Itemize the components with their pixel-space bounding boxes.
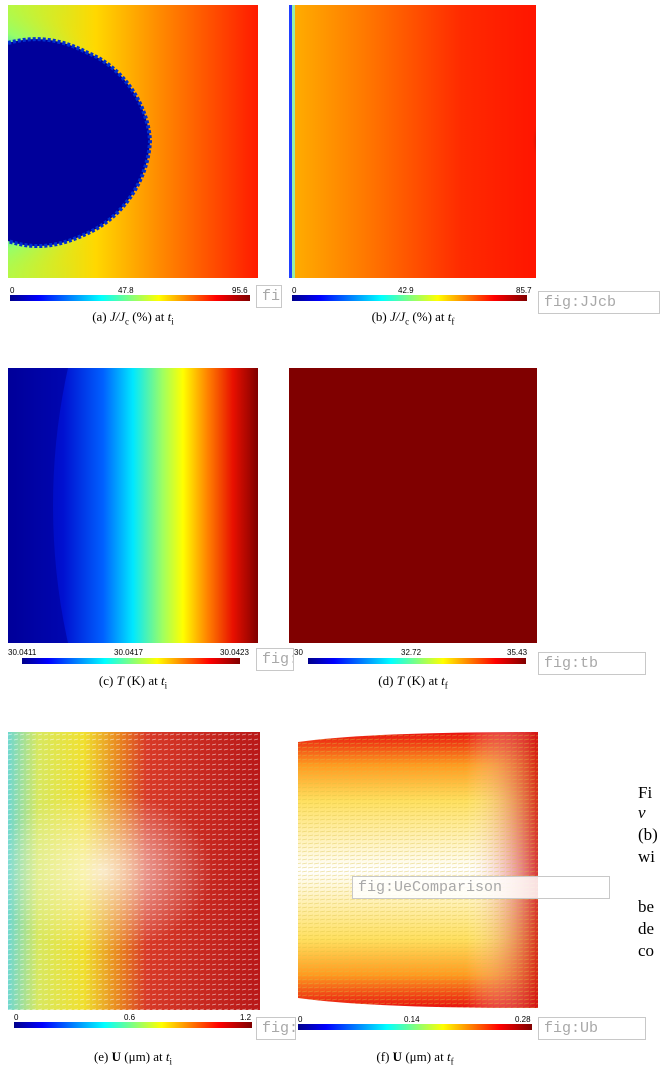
- side-text-7: co: [638, 941, 655, 960]
- colorbar-c: [22, 658, 240, 664]
- colorbar-f-mid: 0.14: [404, 1015, 420, 1024]
- colorbar-e-mid: 0.6: [124, 1013, 136, 1022]
- colorbar-d-max: 35.43: [507, 648, 528, 657]
- label-tag-f: fig:Ub: [538, 1017, 646, 1040]
- plot-c-temperature: [8, 368, 258, 643]
- colorbar-f-max: 0.28: [515, 1015, 531, 1024]
- colorbar-a-mid: 47.8: [118, 286, 134, 295]
- plot-d-temperature: [289, 368, 537, 643]
- plot-b-current-density: [289, 5, 536, 278]
- plot-e-displacement: [8, 732, 260, 1010]
- caption-c: (c) T (K) at ti: [98, 673, 168, 691]
- colorbar-a: [10, 295, 250, 301]
- plot-f-displacement: [296, 730, 538, 1010]
- colorbar-c-mid: 30.0417: [114, 648, 143, 657]
- caption-e: (e) U (μm) at ti: [93, 1049, 173, 1067]
- colorbar-d: [308, 658, 526, 664]
- label-tag-a: fig:JJca: [256, 285, 282, 308]
- colorbar-b-max: 85.7: [516, 286, 532, 295]
- label-tag-comparison: fig:UeComparison: [352, 876, 610, 899]
- colorbar-d-mid: 32.72: [401, 648, 422, 657]
- caption-a: (a) J/Jc (%) at ti: [92, 309, 174, 327]
- caption-f: (f) U (μm) at tf: [376, 1049, 454, 1067]
- colorbar-e-max: 1.2: [240, 1013, 252, 1022]
- side-text-2: ν: [638, 803, 646, 822]
- caption-b: (b) J/Jc (%) at tf: [371, 309, 455, 327]
- colorbar-b-mid: 42.9: [398, 286, 414, 295]
- colorbar-a-min: 0: [10, 286, 15, 295]
- label-tag-c: fig:ta: [256, 648, 294, 671]
- side-text-4: wi: [638, 847, 655, 866]
- side-text-1: Fi: [638, 783, 653, 802]
- side-text-5: be: [638, 897, 655, 916]
- colorbar-b-min: 0: [292, 286, 297, 295]
- colorbar-c-max: 30.0423: [220, 648, 249, 657]
- side-text-3: (b): [638, 825, 658, 844]
- caption-d: (d) T (K) at tf: [378, 673, 448, 691]
- label-tag-e: fig:Ua: [256, 1017, 296, 1040]
- label-tag-d: fig:tb: [538, 652, 646, 675]
- colorbar-d-min: 30: [294, 648, 303, 657]
- plot-a-current-density: [8, 5, 258, 278]
- colorbar-f-min: 0: [298, 1015, 303, 1024]
- colorbar-f: [298, 1024, 532, 1030]
- label-tag-b: fig:JJcb: [538, 291, 660, 314]
- colorbar-c-min: 30.0411: [8, 648, 37, 657]
- colorbar-a-max: 95.6: [232, 286, 248, 295]
- side-text-6: de: [638, 919, 655, 938]
- colorbar-e-min: 0: [14, 1013, 19, 1022]
- colorbar-e: [14, 1022, 252, 1028]
- colorbar-b: [292, 295, 527, 301]
